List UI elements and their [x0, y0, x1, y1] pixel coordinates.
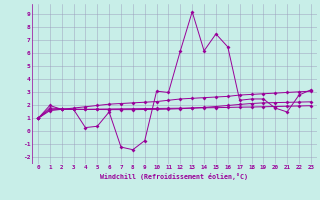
X-axis label: Windchill (Refroidissement éolien,°C): Windchill (Refroidissement éolien,°C)	[100, 173, 248, 180]
